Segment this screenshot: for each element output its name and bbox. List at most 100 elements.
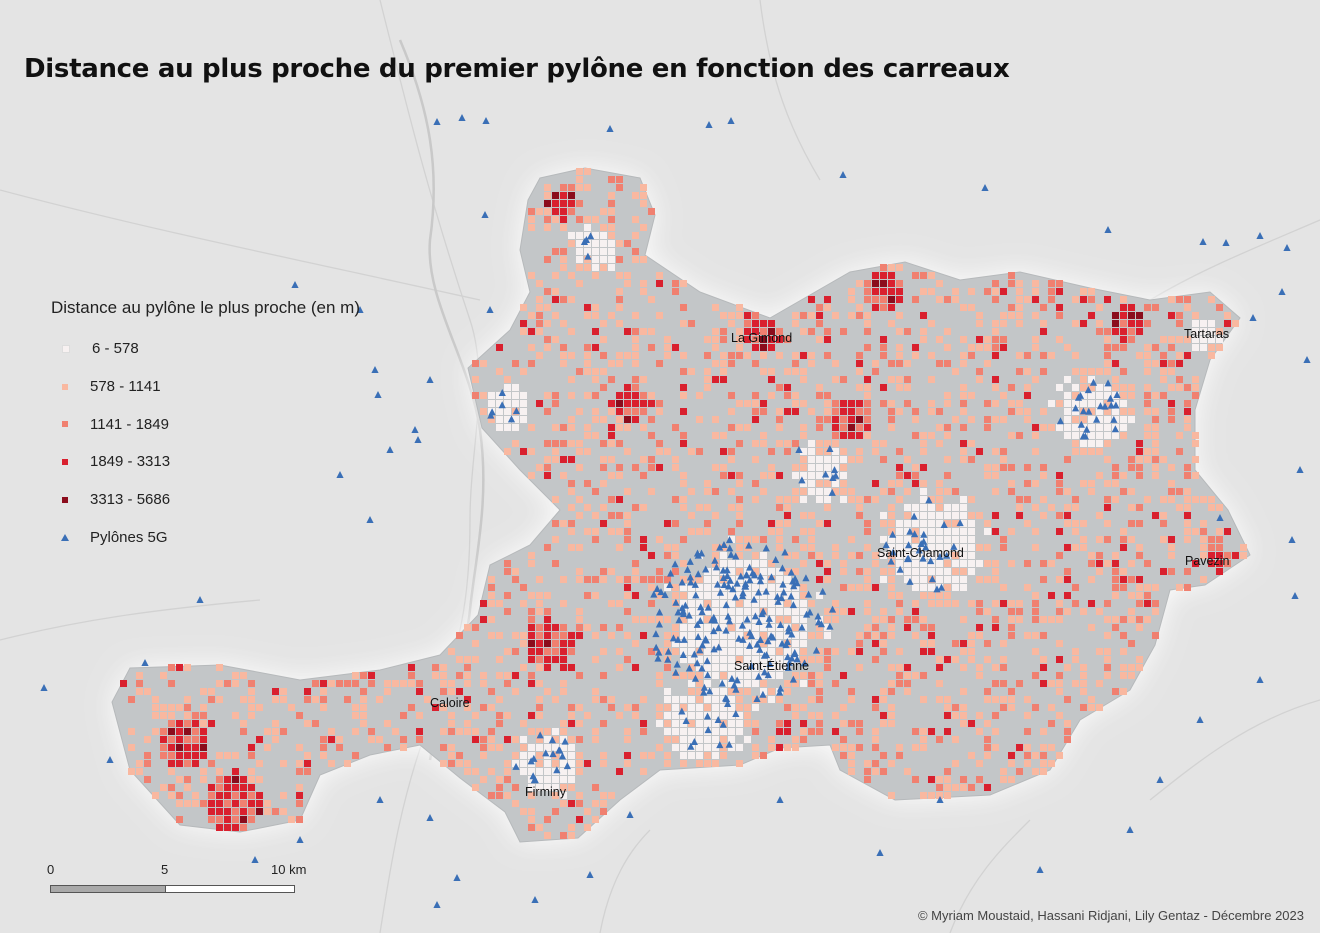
distance-cell xyxy=(576,760,583,767)
distance-cell xyxy=(736,424,743,431)
distance-cell xyxy=(528,728,535,735)
distance-cell xyxy=(936,496,943,503)
distance-cell xyxy=(896,296,903,303)
distance-cell xyxy=(696,416,703,423)
distance-cell xyxy=(1096,400,1103,407)
distance-cell xyxy=(1024,296,1031,303)
pylon-marker xyxy=(739,589,747,597)
distance-cell xyxy=(928,376,935,383)
pylon-marker xyxy=(512,762,520,770)
distance-cell xyxy=(824,656,831,663)
distance-cell xyxy=(856,720,863,727)
distance-cell xyxy=(1112,624,1119,631)
distance-cell xyxy=(976,672,983,679)
distance-cell xyxy=(624,352,631,359)
distance-cell xyxy=(656,680,663,687)
distance-cell xyxy=(784,688,791,695)
distance-cell xyxy=(1216,568,1223,575)
distance-cell xyxy=(952,560,959,567)
distance-cell xyxy=(568,520,575,527)
distance-cell xyxy=(616,648,623,655)
distance-cell xyxy=(472,360,479,367)
distance-cell xyxy=(704,480,711,487)
distance-cell xyxy=(640,280,647,287)
distance-cell xyxy=(696,720,703,727)
distance-cell xyxy=(800,736,807,743)
distance-cell xyxy=(416,728,423,735)
distance-cell xyxy=(528,312,535,319)
distance-cell xyxy=(952,656,959,663)
distance-cell xyxy=(504,568,511,575)
distance-cell xyxy=(1016,432,1023,439)
distance-cell xyxy=(632,248,639,255)
pylon-marker xyxy=(682,716,690,724)
distance-cell xyxy=(744,640,751,647)
distance-cell xyxy=(664,720,671,727)
distance-cell xyxy=(1048,744,1055,751)
distance-cell xyxy=(696,664,703,671)
distance-cell xyxy=(696,744,703,751)
distance-cell xyxy=(816,696,823,703)
distance-cell xyxy=(1056,672,1063,679)
distance-cell xyxy=(176,720,183,727)
distance-cell xyxy=(1072,384,1079,391)
distance-cell xyxy=(656,312,663,319)
distance-cell xyxy=(864,528,871,535)
distance-cell xyxy=(488,688,495,695)
distance-cell xyxy=(512,632,519,639)
distance-cell xyxy=(496,400,503,407)
distance-cell xyxy=(832,448,839,455)
distance-cell xyxy=(1080,544,1087,551)
pylon-marker xyxy=(482,117,490,124)
distance-cell xyxy=(640,200,647,207)
distance-cell xyxy=(816,624,823,631)
pylon-marker xyxy=(733,579,741,587)
pylon-marker xyxy=(950,542,958,550)
pylon-marker xyxy=(664,655,672,663)
pylon-marker xyxy=(764,637,772,645)
distance-cell xyxy=(504,608,511,615)
pylon-marker xyxy=(956,519,964,527)
distance-cell xyxy=(904,528,911,535)
distance-cell xyxy=(896,328,903,335)
distance-cell xyxy=(240,784,247,791)
distance-cell xyxy=(1096,432,1103,439)
distance-cell xyxy=(1080,296,1087,303)
distance-cell xyxy=(168,680,175,687)
distance-cell xyxy=(584,576,591,583)
distance-cell xyxy=(944,520,951,527)
distance-cell xyxy=(584,712,591,719)
distance-cell xyxy=(568,736,575,743)
distance-cell xyxy=(944,544,951,551)
distance-cell xyxy=(912,416,919,423)
distance-cell xyxy=(512,424,519,431)
distance-cell xyxy=(800,704,807,711)
distance-cell xyxy=(1160,392,1167,399)
distance-cell xyxy=(888,760,895,767)
scale-label-0: 0 xyxy=(47,862,55,877)
distance-cell xyxy=(1184,472,1191,479)
distance-cell xyxy=(1152,392,1159,399)
distance-cell xyxy=(760,536,767,543)
distance-cell xyxy=(312,720,319,727)
distance-cell xyxy=(632,400,639,407)
distance-cell xyxy=(848,496,855,503)
distance-cell xyxy=(752,664,759,671)
distance-cell xyxy=(856,648,863,655)
distance-cell xyxy=(744,664,751,671)
distance-cell xyxy=(768,592,775,599)
distance-cell xyxy=(1096,384,1103,391)
distance-cell xyxy=(1096,392,1103,399)
distance-cell xyxy=(816,312,823,319)
distance-cell xyxy=(984,520,991,527)
distance-cell xyxy=(504,736,511,743)
distance-cell xyxy=(1136,464,1143,471)
distance-cell xyxy=(792,360,799,367)
distance-cell xyxy=(936,784,943,791)
pylon-marker xyxy=(1156,776,1164,783)
distance-cell xyxy=(488,600,495,607)
pylon-marker xyxy=(700,688,708,696)
distance-cell xyxy=(544,688,551,695)
distance-cell xyxy=(720,464,727,471)
pylon-marker xyxy=(664,647,673,655)
